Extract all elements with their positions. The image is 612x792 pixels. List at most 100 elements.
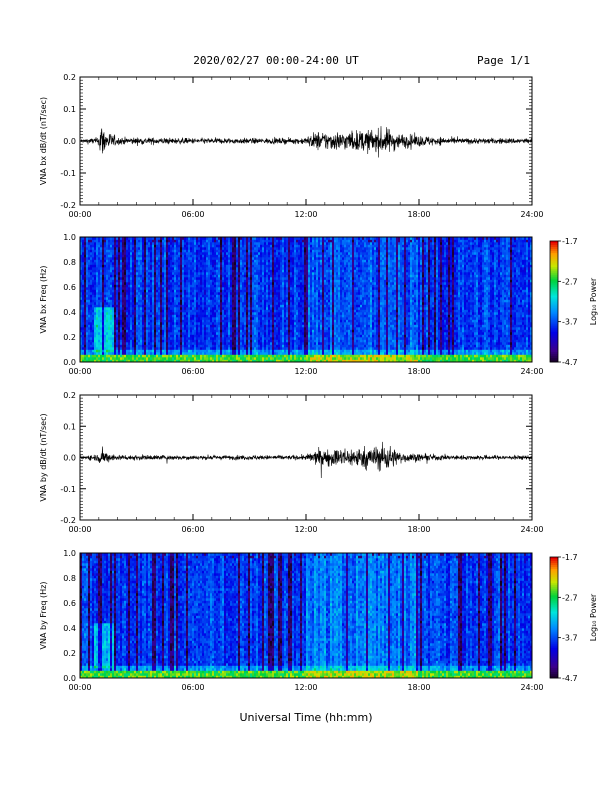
spectrogram-cell xyxy=(220,240,222,243)
spectrogram-cell xyxy=(124,270,126,273)
spectrogram-cell xyxy=(134,275,136,278)
spectrogram-cell xyxy=(228,325,230,328)
spectrogram-cell xyxy=(166,295,168,298)
spectrogram-cell xyxy=(248,245,250,248)
spectrogram-cell xyxy=(142,302,144,305)
spectrogram-cell xyxy=(234,337,236,340)
spectrogram-cell xyxy=(162,300,164,303)
spectrogram-cell xyxy=(194,315,196,318)
spectrogram-cell xyxy=(246,322,248,325)
spectrogram-cell xyxy=(228,347,230,350)
spectrogram-cell xyxy=(136,282,138,285)
x-tick-label: 24:00 xyxy=(520,367,543,376)
spectrogram-cell xyxy=(152,320,154,323)
spectrogram-cell xyxy=(258,357,260,360)
spectrogram-cell xyxy=(134,280,136,283)
spectrogram-cell xyxy=(96,337,98,340)
spectrogram-cell xyxy=(82,352,84,355)
spectrogram-cell xyxy=(132,267,134,270)
spectrogram-cell xyxy=(220,272,222,275)
spectrogram-cell xyxy=(206,290,208,293)
spectrogram-cell xyxy=(228,342,230,345)
spectrogram-cell xyxy=(92,272,94,275)
spectrogram-cell xyxy=(236,347,238,350)
spectrogram-cell xyxy=(142,282,144,285)
spectrogram-cell xyxy=(232,340,234,343)
spectrogram-cell xyxy=(256,245,258,248)
spectrogram-cell xyxy=(162,245,164,248)
spectrogram-cell xyxy=(180,350,182,353)
spectrogram-cell xyxy=(184,347,186,350)
spectrogram-cell xyxy=(134,347,136,350)
spectrogram-cell xyxy=(172,252,174,255)
spectrogram-cell xyxy=(218,352,220,355)
spectrogram-cell xyxy=(108,325,110,328)
spectrogram-cell xyxy=(234,310,236,313)
spectrogram-cell xyxy=(112,277,114,280)
spectrogram-cell xyxy=(246,307,248,310)
spectrogram-cell xyxy=(224,312,226,315)
spectrogram-cell xyxy=(252,262,254,265)
spectrogram-cell xyxy=(128,317,130,320)
spectrogram-cell xyxy=(112,280,114,283)
spectrogram-cell xyxy=(254,270,256,273)
spectrogram-cell xyxy=(108,315,110,318)
spectrogram-cell xyxy=(242,315,244,318)
spectrogram-cell xyxy=(224,335,226,338)
spectrogram-cell xyxy=(234,252,236,255)
spectrogram-cell xyxy=(112,330,114,333)
spectrogram-cell xyxy=(154,342,156,345)
spectrogram-cell xyxy=(150,340,152,343)
spectrogram-cell xyxy=(138,305,140,308)
spectrogram-cell xyxy=(216,277,218,280)
spectrogram-cell xyxy=(166,240,168,243)
spectrogram-cell xyxy=(128,352,130,355)
spectrogram-cell xyxy=(224,330,226,333)
spectrogram-cell xyxy=(200,342,202,345)
spectrogram-cell xyxy=(218,270,220,273)
spectrogram-cell xyxy=(106,305,108,308)
spectrogram-cell xyxy=(82,355,84,358)
spectrogram-cell xyxy=(216,310,218,313)
spectrogram-cell xyxy=(222,242,224,245)
spectrogram-cell xyxy=(170,295,172,298)
spectrogram-cell xyxy=(248,340,250,343)
spectrogram-cell xyxy=(212,325,214,328)
spectrogram-cell xyxy=(168,352,170,355)
spectrogram-cell xyxy=(186,330,188,333)
spectrogram-cell xyxy=(256,272,258,275)
spectrogram-cell xyxy=(230,250,232,253)
spectrogram-cell xyxy=(110,252,112,255)
spectrogram-cell xyxy=(236,342,238,345)
spectrogram-cell xyxy=(192,262,194,265)
spectrogram-cell xyxy=(252,277,254,280)
spectrogram-cell xyxy=(258,277,260,280)
spectrogram-cell xyxy=(130,260,132,263)
spectrogram-cell xyxy=(116,280,118,283)
spectrogram-cell xyxy=(132,325,134,328)
spectrogram-cell xyxy=(104,350,106,353)
spectrogram-cell xyxy=(238,347,240,350)
y-tick-label: 0.2 xyxy=(63,333,76,342)
spectrogram-cell xyxy=(210,252,212,255)
spectrogram-cell xyxy=(164,285,166,288)
spectrogram-cell xyxy=(190,355,192,358)
spectrogram-cell xyxy=(250,247,252,250)
spectrogram-cell xyxy=(176,350,178,353)
spectrogram-cell xyxy=(228,307,230,310)
spectrogram-cell xyxy=(160,330,162,333)
spectrogram-cell xyxy=(248,345,250,348)
spectrogram-cell xyxy=(90,262,92,265)
spectrogram-cell xyxy=(140,280,142,283)
spectrogram-cell xyxy=(232,307,234,310)
spectrogram-cell xyxy=(128,300,130,303)
spectrogram-cell xyxy=(98,260,100,263)
spectrogram-cell xyxy=(84,330,86,333)
spectrogram-cell xyxy=(238,240,240,243)
spectrogram-cell xyxy=(244,302,246,305)
spectrogram-cell xyxy=(224,242,226,245)
spectrogram-cell xyxy=(124,332,126,335)
spectrogram-cell xyxy=(102,290,104,293)
spectrogram-cell xyxy=(124,337,126,340)
spectrogram-cell xyxy=(108,307,110,310)
